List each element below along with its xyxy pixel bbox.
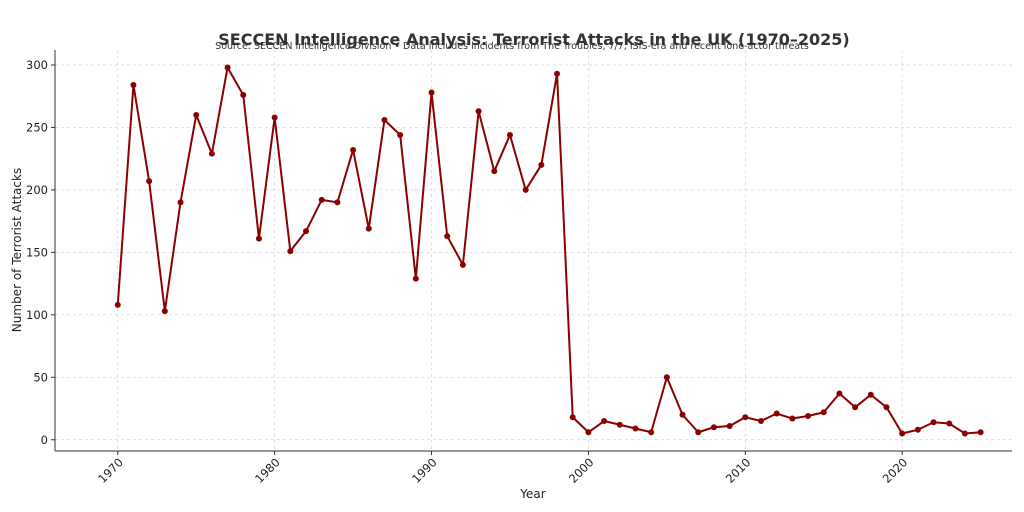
data-point (867, 391, 874, 398)
data-point (742, 414, 749, 421)
data-point (585, 429, 592, 436)
x-tick-label: 2000 (566, 455, 597, 486)
data-point (475, 108, 482, 115)
data-point (805, 413, 812, 420)
y-tick-label: 200 (26, 183, 48, 197)
data-point (538, 161, 545, 168)
data-point (710, 424, 717, 431)
chart-subtitle: Source: SECCEN Intelligence Division • D… (215, 41, 809, 52)
x-axis-label: Year (519, 487, 545, 501)
data-point (616, 421, 623, 428)
y-tick-label: 50 (33, 370, 48, 384)
data-point (365, 225, 372, 232)
data-point (914, 426, 921, 433)
y-tick-label: 250 (26, 120, 48, 134)
data-point (193, 111, 200, 118)
series-line-group (116, 66, 981, 435)
x-tick-label: 2020 (880, 455, 911, 486)
data-point (240, 91, 247, 98)
axes (51, 50, 1012, 455)
data-point (930, 419, 937, 426)
data-point (161, 308, 168, 315)
y-tick-label: 0 (41, 433, 48, 447)
data-points (114, 64, 984, 437)
data-point (836, 390, 843, 397)
data-point (428, 89, 435, 96)
data-point (255, 235, 262, 242)
tick-labels: 0 50 100 150 200 250 300 1970 1980 1990 2000 2010 20… (26, 58, 910, 486)
data-point (695, 429, 702, 436)
data-point (789, 415, 796, 422)
data-point (381, 116, 388, 123)
data-point (961, 430, 968, 437)
data-point (146, 178, 153, 185)
data-point (444, 233, 451, 240)
data-point (522, 186, 529, 193)
grid-lines (55, 50, 1012, 451)
data-point (648, 429, 655, 436)
data-point (287, 248, 294, 255)
data-point (114, 301, 121, 308)
data-point (334, 199, 341, 206)
data-point (663, 374, 670, 381)
data-point (632, 425, 639, 432)
data-point (177, 199, 184, 206)
data-point (412, 275, 419, 282)
data-point (820, 409, 827, 416)
data-point (852, 404, 859, 411)
data-point (757, 418, 764, 425)
data-point (554, 70, 561, 77)
data-point (318, 196, 325, 203)
data-point (773, 410, 780, 417)
data-point (491, 168, 498, 175)
y-axis-label: Number of Terrorist Attacks (10, 168, 24, 332)
x-tick-label: 1980 (252, 455, 283, 486)
y-tick-label: 150 (26, 245, 48, 259)
data-point (601, 418, 608, 425)
data-point (899, 430, 906, 437)
y-tick-label: 100 (26, 308, 48, 322)
data-point (726, 423, 733, 430)
x-tick-label: 1990 (409, 455, 440, 486)
data-point (459, 261, 466, 268)
data-point (977, 429, 984, 436)
data-point (946, 420, 953, 427)
y-tick-label: 300 (26, 58, 48, 72)
data-point (883, 404, 890, 411)
data-point (506, 131, 513, 138)
data-point (130, 81, 137, 88)
x-tick-label: 1970 (95, 455, 126, 486)
data-point (208, 150, 215, 157)
chart-title: SECCEN Intelligence Analysis: Terrorist … (218, 30, 850, 49)
data-point (271, 114, 278, 121)
data-point (679, 411, 686, 418)
series-line (116, 66, 981, 435)
data-point (350, 146, 357, 153)
data-point (224, 64, 231, 71)
x-tick-label: 2010 (723, 455, 754, 486)
data-point (397, 131, 404, 138)
data-point (303, 228, 310, 235)
data-point (569, 414, 576, 421)
